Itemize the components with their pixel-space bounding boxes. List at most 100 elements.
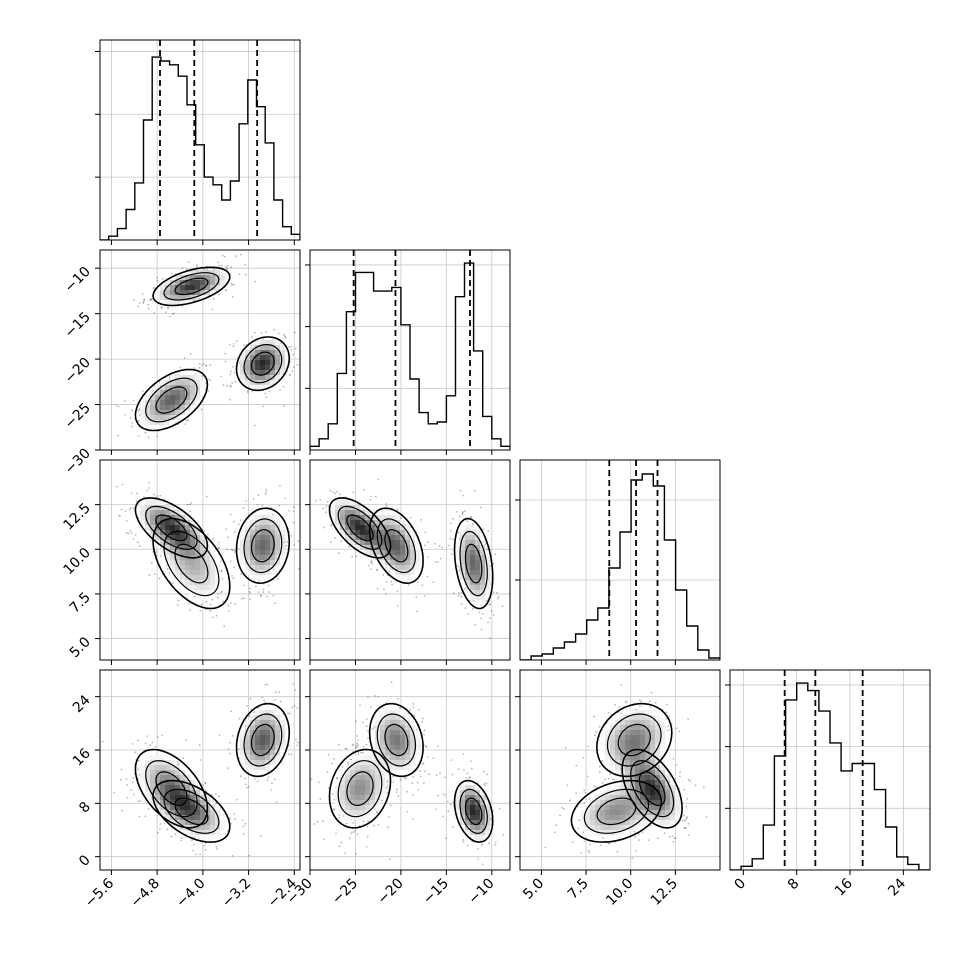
- density-cell: [245, 755, 251, 761]
- density-cell: [160, 510, 166, 516]
- sample-point: [121, 809, 124, 812]
- density-cell: [380, 715, 386, 721]
- density-cell: [260, 545, 266, 551]
- density-cell: [370, 765, 376, 771]
- density-cell: [245, 350, 251, 356]
- sample-point: [462, 841, 465, 843]
- sample-point: [204, 848, 207, 851]
- density-cell: [380, 540, 386, 546]
- density-cell: [465, 555, 471, 561]
- density-cell: [280, 370, 286, 376]
- density-cell: [180, 290, 186, 296]
- density-cell: [260, 705, 266, 711]
- density-cell: [485, 805, 491, 811]
- sample-point: [444, 794, 447, 797]
- density-cell: [150, 420, 156, 426]
- contour-line: [464, 797, 483, 826]
- sample-point: [204, 782, 207, 784]
- density-cell: [260, 740, 266, 746]
- density-cell: [170, 410, 176, 416]
- density-cell: [380, 545, 386, 551]
- density-cell: [350, 815, 356, 821]
- density-cell: [165, 775, 171, 781]
- density-cell: [165, 505, 171, 511]
- density-cell: [260, 750, 266, 756]
- sample-point: [220, 264, 223, 267]
- density-cell: [160, 390, 166, 396]
- density-cell: [345, 815, 351, 821]
- sample-point: [474, 623, 477, 626]
- sample-point: [221, 254, 224, 257]
- density-cell: [210, 565, 216, 571]
- sample-point: [226, 266, 229, 269]
- contour-line: [134, 748, 209, 829]
- sample-point: [254, 280, 257, 283]
- sample-point: [318, 781, 320, 783]
- density-cell: [380, 735, 386, 741]
- density-cell: [190, 285, 196, 291]
- density-cell: [145, 410, 151, 416]
- density-cell: [385, 755, 391, 761]
- sample-point: [464, 607, 467, 610]
- density-cell: [415, 540, 421, 546]
- density-cell: [185, 545, 191, 551]
- sample-point: [252, 498, 255, 500]
- sample-point: [133, 299, 135, 302]
- density-cell: [415, 735, 421, 741]
- density-cell: [205, 595, 211, 601]
- density-cell: [170, 805, 176, 811]
- density-cell: [175, 535, 181, 541]
- sample-point: [187, 261, 190, 263]
- density-cell: [250, 365, 256, 371]
- sample-point: [129, 506, 132, 509]
- contour-line: [174, 277, 209, 296]
- density-cell: [410, 745, 416, 751]
- density-cell: [200, 565, 206, 571]
- sample-point: [151, 741, 154, 744]
- density-cell: [155, 525, 161, 531]
- sample-point: [230, 822, 232, 825]
- density-cell: [390, 720, 396, 726]
- sample-point: [292, 683, 294, 685]
- density-cell: [380, 740, 386, 746]
- density-cell: [265, 540, 271, 546]
- sample-point: [366, 825, 369, 828]
- density-cell: [465, 565, 471, 571]
- density-cell: [275, 735, 281, 741]
- density-cell: [270, 345, 276, 351]
- density-cell: [340, 780, 346, 786]
- sample-point: [180, 837, 183, 840]
- sample-point: [257, 591, 260, 593]
- density-cell: [265, 525, 271, 531]
- density-cell: [155, 410, 161, 416]
- density-cell: [155, 290, 161, 296]
- density-cell: [165, 510, 171, 516]
- sample-point: [226, 548, 229, 551]
- density-cell: [185, 810, 191, 816]
- density-cell: [180, 765, 186, 771]
- density-cell: [395, 740, 401, 746]
- density-cell: [180, 415, 186, 421]
- sample-point: [425, 746, 428, 748]
- density-cell: [265, 340, 271, 346]
- density-cell: [470, 835, 476, 841]
- density-cell: [385, 750, 391, 756]
- density-cell: [385, 770, 391, 776]
- density-cell: [270, 725, 276, 731]
- density-cell: [150, 780, 156, 786]
- density-cell: [180, 810, 186, 816]
- sample-point: [209, 610, 212, 612]
- density-cell: [345, 765, 351, 771]
- sample-point: [439, 557, 442, 560]
- density-cell: [350, 535, 356, 541]
- density-cell: [350, 510, 356, 516]
- density-cell: [400, 755, 406, 761]
- sample-point: [155, 550, 158, 553]
- contour-line: [250, 723, 275, 757]
- density-cell: [410, 570, 416, 576]
- density-cell: [165, 285, 171, 291]
- sample-point: [217, 592, 219, 595]
- density-cell: [460, 530, 466, 536]
- sample-point: [325, 505, 328, 507]
- sample-point: [143, 496, 145, 499]
